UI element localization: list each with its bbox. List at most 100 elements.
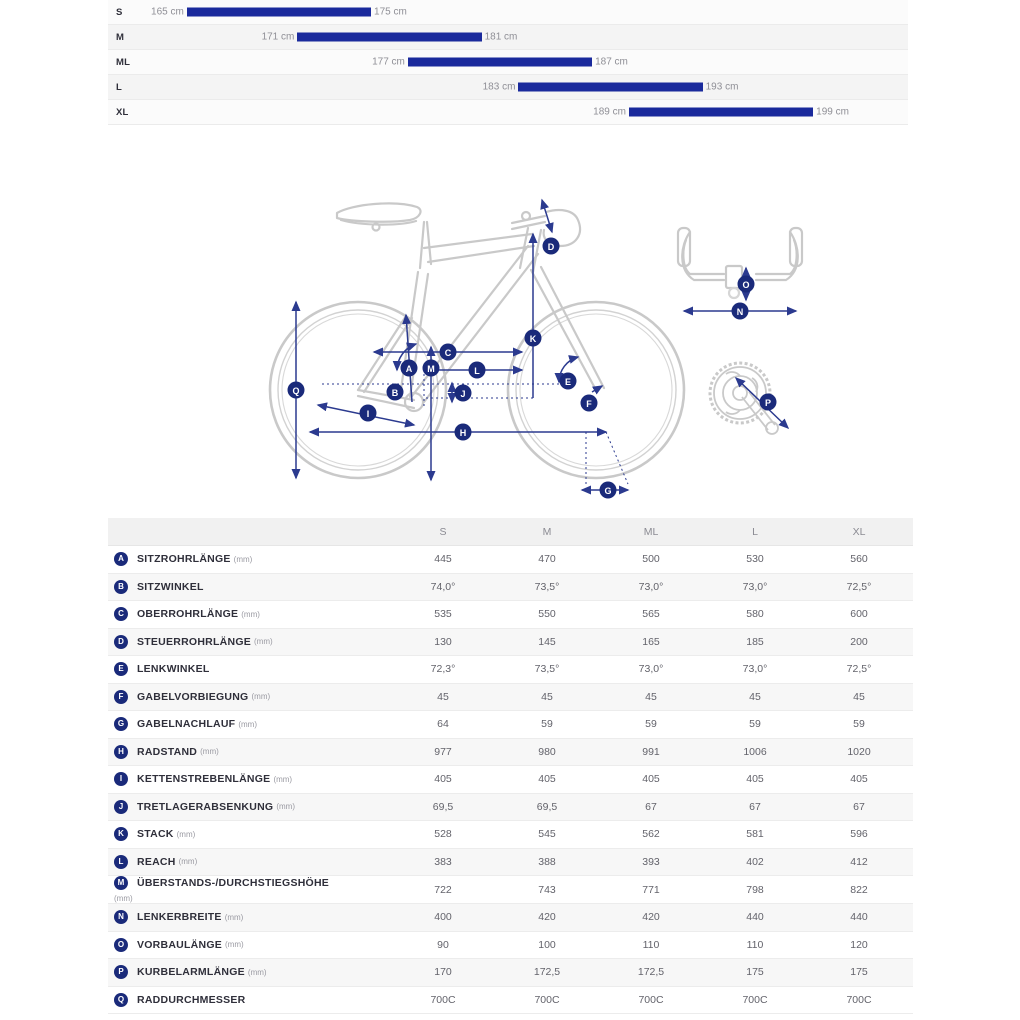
svg-text:F: F xyxy=(586,399,592,409)
geometry-badge-d-icon: D xyxy=(114,634,128,649)
geometry-table-row: J TRETLAGERABSENKUNG (mm) 69,5 69,5 67 67 67 xyxy=(108,793,913,821)
geometry-row-label: KETTENSTREBENLÄNGE xyxy=(137,773,271,786)
geometry-badge-p-icon: P xyxy=(114,965,128,980)
geometry-cell: 73,0° xyxy=(742,663,768,676)
geometry-cell: 73,0° xyxy=(638,580,664,593)
svg-text:L: L xyxy=(474,366,480,376)
geometry-table-row: C OBERROHRLÄNGE (mm) 535 550 565 580 600 xyxy=(108,601,913,629)
size-chart-bar xyxy=(186,7,372,17)
geometry-row-unit: (mm) xyxy=(176,829,196,839)
geometry-row-name: J TRETLAGERABSENKUNG (mm) xyxy=(108,799,391,814)
geometry-table-row: I KETTENSTREBENLÄNGE (mm) 405 405 405 405 405 xyxy=(108,766,913,794)
size-chart-row: L 183 cm 193 cm xyxy=(108,75,908,100)
geometry-cell: 74,0° xyxy=(430,580,456,593)
geometry-cell: 400 xyxy=(434,911,452,924)
geometry-cell: 73,5° xyxy=(534,580,560,593)
geometry-cell: 405 xyxy=(746,773,764,786)
geometry-cell: 45 xyxy=(437,690,449,703)
geometry-badge-l-icon: L xyxy=(114,854,128,869)
geometry-table-row: L REACH (mm) 383 388 393 402 412 xyxy=(108,848,913,876)
geometry-badge-i-icon: I xyxy=(114,772,128,787)
geometry-cell: 45 xyxy=(853,690,865,703)
geometry-cell: 67 xyxy=(749,800,761,813)
geometry-cell: 402 xyxy=(746,855,764,868)
geometry-cell: 500 xyxy=(642,553,660,566)
geometry-table-row: K STACK (mm) 528 545 562 581 596 xyxy=(108,821,913,849)
geometry-cell: 383 xyxy=(434,855,452,868)
geometry-cell: 90 xyxy=(437,938,449,951)
geometry-cell: 100 xyxy=(538,938,556,951)
size-chart-min-value: 177 cm xyxy=(372,56,405,68)
geometry-cell: 73,0° xyxy=(742,580,768,593)
geometry-cell: 67 xyxy=(853,800,865,813)
geometry-cell: 73,0° xyxy=(638,663,664,676)
geometry-table-row: O VORBAULÄNGE (mm) 90 100 110 110 120 xyxy=(108,931,913,959)
geometry-badge-k-icon: K xyxy=(114,827,128,842)
geometry-cell: 700C xyxy=(742,993,768,1006)
geometry-row-name: K STACK (mm) xyxy=(108,827,391,842)
geometry-badge-g-icon: G xyxy=(114,717,128,732)
geometry-cell: 581 xyxy=(746,828,764,841)
geometry-cell: 405 xyxy=(642,773,660,786)
geometry-row-name: D STEUERROHRLÄNGE (mm) xyxy=(108,634,391,649)
geometry-cell: 405 xyxy=(434,773,452,786)
geometry-badge-m-icon: M xyxy=(114,876,128,890)
geometry-row-unit: (mm) xyxy=(114,894,133,903)
geometry-row-name: H RADSTAND (mm) xyxy=(108,744,391,759)
geometry-header-size: S xyxy=(439,525,447,538)
size-chart-bar-track: 183 cm 193 cm xyxy=(108,75,908,99)
size-chart-row: M 171 cm 181 cm xyxy=(108,25,908,50)
geometry-row-label: LENKWINKEL xyxy=(137,663,210,676)
geometry-cell: 69,5 xyxy=(432,800,454,813)
geometry-cell: 977 xyxy=(434,745,452,758)
bike-side-view-outline xyxy=(268,202,686,480)
geometry-cell: 69,5 xyxy=(536,800,558,813)
geometry-table-row: B SITZWINKEL 74,0° 73,5° 73,0° 73,0° 72,5° xyxy=(108,573,913,601)
geometry-cell: 545 xyxy=(538,828,556,841)
geometry-row-unit: (mm) xyxy=(241,609,260,619)
geometry-cell: 145 xyxy=(538,635,556,648)
geometry-badge-e-icon: E xyxy=(114,662,128,677)
size-chart-row: XL 189 cm 199 cm xyxy=(108,100,908,125)
geometry-cell: 172,5 xyxy=(533,966,561,979)
size-chart-bar xyxy=(518,82,703,92)
geometry-row-name: A SITZROHRLÄNGE (mm) xyxy=(108,552,391,567)
svg-text:H: H xyxy=(460,428,467,438)
geometry-row-name: E LENKWINKEL xyxy=(108,662,391,677)
svg-text:G: G xyxy=(604,486,611,496)
geometry-row-unit: (mm) xyxy=(254,637,273,647)
geometry-table-row: H RADSTAND (mm) 977 980 991 1006 1020 xyxy=(108,738,913,766)
geometry-row-label: REACH xyxy=(137,855,176,868)
geometry-cell: 72,5° xyxy=(846,580,872,593)
geometry-badge-n-icon: N xyxy=(114,910,128,925)
geometry-row-label: KURBELARMLÄNGE xyxy=(137,966,245,979)
geometry-row-name: C OBERROHRLÄNGE (mm) xyxy=(108,607,391,622)
size-chart-min-value: 171 cm xyxy=(261,31,295,43)
geometry-row-label: STACK xyxy=(137,828,174,841)
geometry-cell: 1020 xyxy=(847,745,871,758)
geometry-row-label: SITZWINKEL xyxy=(137,580,204,593)
geometry-cell: 405 xyxy=(538,773,556,786)
geometry-cell: 388 xyxy=(538,855,556,868)
geometry-row-name: O VORBAULÄNGE (mm) xyxy=(108,937,391,952)
geometry-row-label: ÜBERSTANDS-/DURCHSTIEGSHÖHE xyxy=(137,877,330,889)
geometry-table-row: P KURBELARMLÄNGE (mm) 170 172,5 172,5 175 175 xyxy=(108,959,913,987)
geometry-cell: 172,5 xyxy=(637,966,665,979)
geometry-badge-j-icon: J xyxy=(114,799,128,814)
geometry-cell: 72,3° xyxy=(430,663,456,676)
geometry-cell: 110 xyxy=(746,938,764,951)
svg-text:B: B xyxy=(392,388,399,398)
geometry-table-row: F GABELVORBIEGUNG (mm) 45 45 45 45 45 xyxy=(108,683,913,711)
geometry-row-name: B SITZWINKEL xyxy=(108,579,391,594)
svg-text:P: P xyxy=(765,398,771,408)
geometry-row-name: Q RADDURCHMESSER xyxy=(108,992,391,1007)
geometry-cell: 822 xyxy=(850,883,868,896)
geometry-row-label: VORBAULÄNGE xyxy=(137,938,223,951)
size-chart-max-value: 199 cm xyxy=(816,106,849,118)
geometry-cell: 185 xyxy=(746,635,764,648)
size-chart-max-value: 187 cm xyxy=(595,56,628,68)
geometry-header-size: ML xyxy=(643,525,659,538)
geometry-row-unit: (mm) xyxy=(200,747,219,757)
size-chart-bar-track: 171 cm 181 cm xyxy=(108,25,908,49)
geometry-cell: 980 xyxy=(538,745,556,758)
